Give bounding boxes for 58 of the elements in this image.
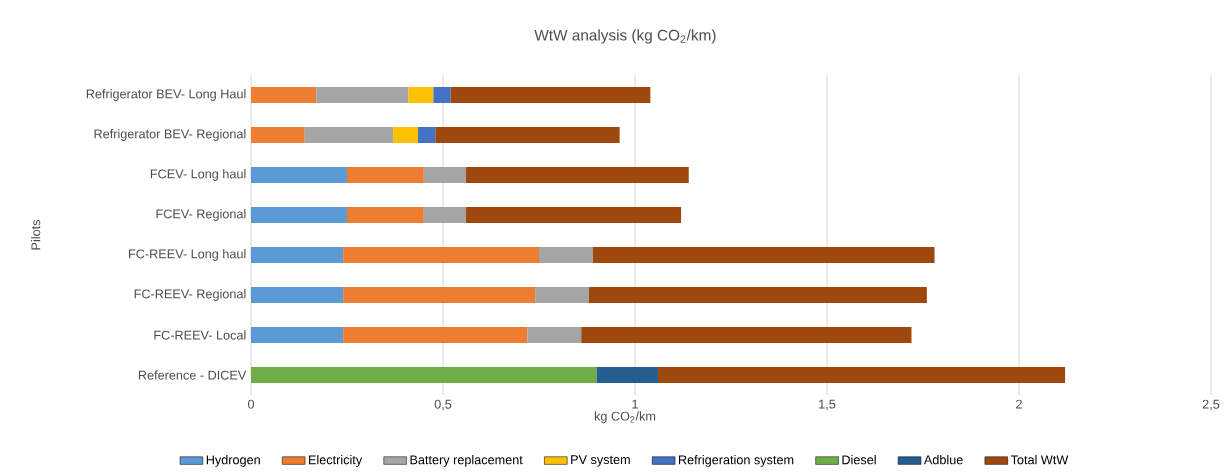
y-tick-label: Refrigerator BEV- Long Haul bbox=[86, 89, 246, 101]
chart-title: WtW analysis (kg CO$_{2}$/km) bbox=[534, 29, 716, 44]
legend-label: Total WtW bbox=[1010, 454, 1069, 465]
bar bbox=[251, 207, 347, 223]
bar bbox=[343, 326, 528, 343]
legend-label: Refrigeration system bbox=[678, 454, 794, 467]
bar bbox=[251, 366, 597, 383]
bar bbox=[433, 87, 451, 103]
bar bbox=[418, 127, 436, 143]
bar bbox=[539, 247, 593, 263]
bar bbox=[251, 286, 344, 303]
bar bbox=[466, 167, 689, 183]
bar bbox=[658, 366, 1066, 383]
bar bbox=[393, 127, 419, 143]
bar bbox=[581, 326, 912, 343]
y-tick-label: FC-REEV- Long haul bbox=[129, 249, 246, 261]
bar bbox=[527, 326, 582, 343]
bar bbox=[343, 286, 536, 303]
bar bbox=[466, 207, 682, 223]
bar bbox=[435, 127, 620, 143]
bar bbox=[588, 286, 927, 303]
bar bbox=[423, 207, 467, 223]
y-tick-label: Refrigerator BEV- Regional bbox=[94, 129, 246, 141]
legend-label: Hydrogen bbox=[206, 454, 260, 467]
bar bbox=[251, 247, 344, 263]
bar bbox=[347, 167, 424, 183]
x-tick-label: 2,5 bbox=[1202, 399, 1220, 411]
bar bbox=[450, 87, 651, 103]
bar bbox=[251, 87, 317, 103]
bar bbox=[343, 247, 539, 263]
y-tick-label: FC-REEV- Regional bbox=[134, 289, 246, 301]
legend-label: Diesel bbox=[842, 454, 876, 465]
bar bbox=[251, 127, 305, 143]
legend-label: Adblue bbox=[923, 454, 963, 465]
legend-label: Battery replacement bbox=[410, 454, 523, 467]
y-axis-title: Pilots bbox=[30, 219, 41, 250]
legend-label: Electricity bbox=[309, 454, 363, 467]
bar bbox=[596, 366, 659, 383]
x-axis-title: kg CO$_{2}$/km bbox=[594, 411, 656, 424]
bar bbox=[304, 127, 394, 143]
x-tick-label: 1,5 bbox=[819, 399, 836, 411]
y-tick-label: FC-REEV- Local bbox=[154, 330, 246, 340]
bar bbox=[408, 87, 434, 103]
bar bbox=[423, 167, 467, 183]
x-tick-label: 2 bbox=[1016, 399, 1022, 409]
x-tick-label: 0 bbox=[247, 399, 255, 409]
x-tick-label: 1 bbox=[632, 399, 638, 409]
y-tick-label: FCEV- Long haul bbox=[150, 169, 246, 181]
bar bbox=[316, 87, 409, 103]
legend-label: PV system bbox=[571, 455, 630, 467]
y-tick-label: Reference - DICEV bbox=[138, 370, 247, 380]
bar bbox=[251, 326, 344, 343]
bar bbox=[535, 286, 589, 303]
bar bbox=[347, 207, 424, 223]
bar bbox=[592, 247, 935, 263]
bar bbox=[251, 167, 347, 183]
x-tick-label: 0,5 bbox=[434, 399, 452, 411]
y-tick-label: FCEV- Regional bbox=[156, 209, 246, 221]
